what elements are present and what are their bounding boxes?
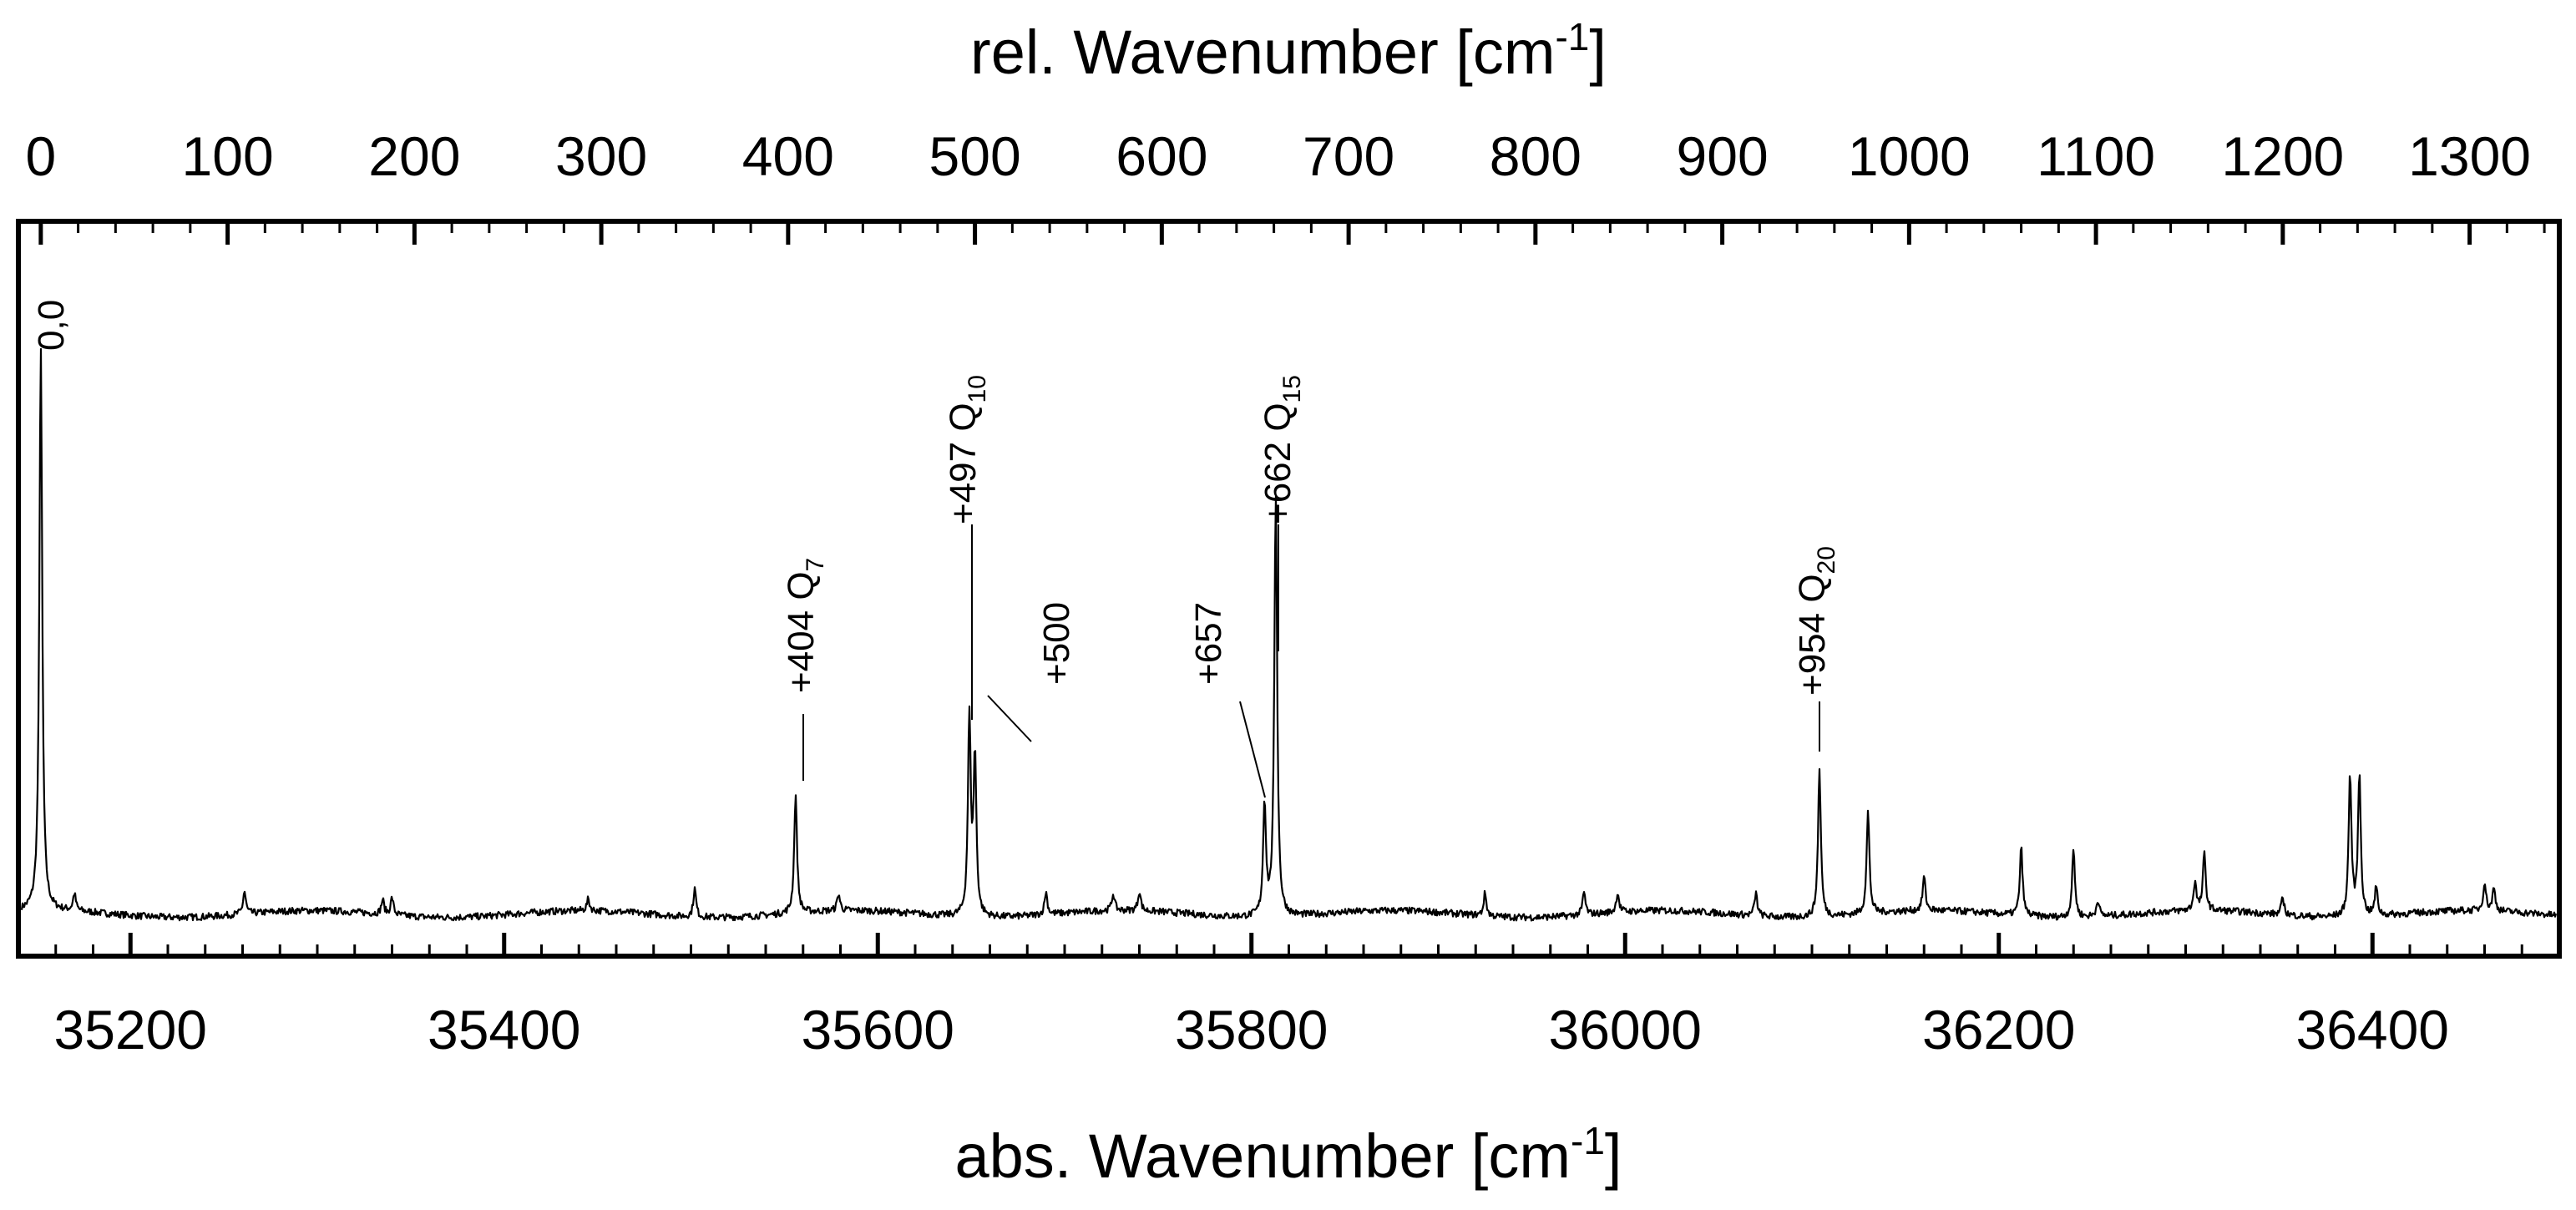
plot-frame (16, 219, 2562, 959)
x2-axis-title: rel. Wavenumber [cm-1] (970, 15, 1607, 87)
spectrum-line (20, 347, 2558, 922)
peak-annotation-label: 0,0 (31, 300, 72, 351)
top-tick-label: 600 (1116, 125, 1207, 187)
top-tick-label: 1300 (2408, 125, 2531, 187)
bottom-tick-label: 36400 (2295, 999, 2449, 1061)
bottom-tick-label: 36200 (1922, 999, 2076, 1061)
peak-annotations: 0,0 +404 Q7 +497 Q10 +500 +657 +662 Q15 +954 Q… (31, 300, 1840, 798)
peak-annotation-label: +954 Q20 (1792, 546, 1840, 696)
top-tick-label: 0 (25, 125, 56, 187)
bottom-tick-label: 35600 (801, 999, 954, 1061)
top-tick-label: 1000 (1848, 125, 1971, 187)
annotation-leader-line (987, 695, 1032, 742)
annotation-leader-line (1239, 701, 1266, 798)
top-tick-label: 700 (1303, 125, 1394, 187)
top-tick-label: 1100 (2037, 125, 2155, 187)
top-tick-label: 800 (1490, 125, 1582, 187)
peak-annotation-label: +404 Q7 (781, 558, 829, 693)
bottom-tick-label: 36000 (1548, 999, 1702, 1061)
bottom-axis-ticks: 35200 35400 35600 35800 36000 36200 36400 (53, 933, 2561, 1061)
top-tick-label: 400 (742, 125, 834, 187)
peak-annotation-label: +662 Q15 (1258, 375, 1306, 524)
top-tick-label: 100 (182, 125, 274, 187)
peak-annotation-label: +497 Q10 (943, 375, 991, 524)
top-tick-label: 200 (368, 125, 460, 187)
bottom-tick-label: 35200 (53, 999, 207, 1061)
peak-annotation-label: +500 (1036, 602, 1077, 685)
top-tick-label: 900 (1677, 125, 1769, 187)
top-tick-label: 300 (555, 125, 647, 187)
top-axis-ticks: 0 100 200 300 400 500 600 700 800 900 1000 1100 1200… (25, 125, 2546, 245)
x-axis-title: abs. Wavenumber [cm-1] (955, 1119, 1622, 1191)
top-tick-label: 1200 (2221, 125, 2344, 187)
bottom-tick-label: 35400 (428, 999, 581, 1061)
bottom-tick-label: 35800 (1175, 999, 1328, 1061)
top-tick-label: 500 (929, 125, 1021, 187)
peak-annotation-label: +657 (1188, 602, 1229, 685)
